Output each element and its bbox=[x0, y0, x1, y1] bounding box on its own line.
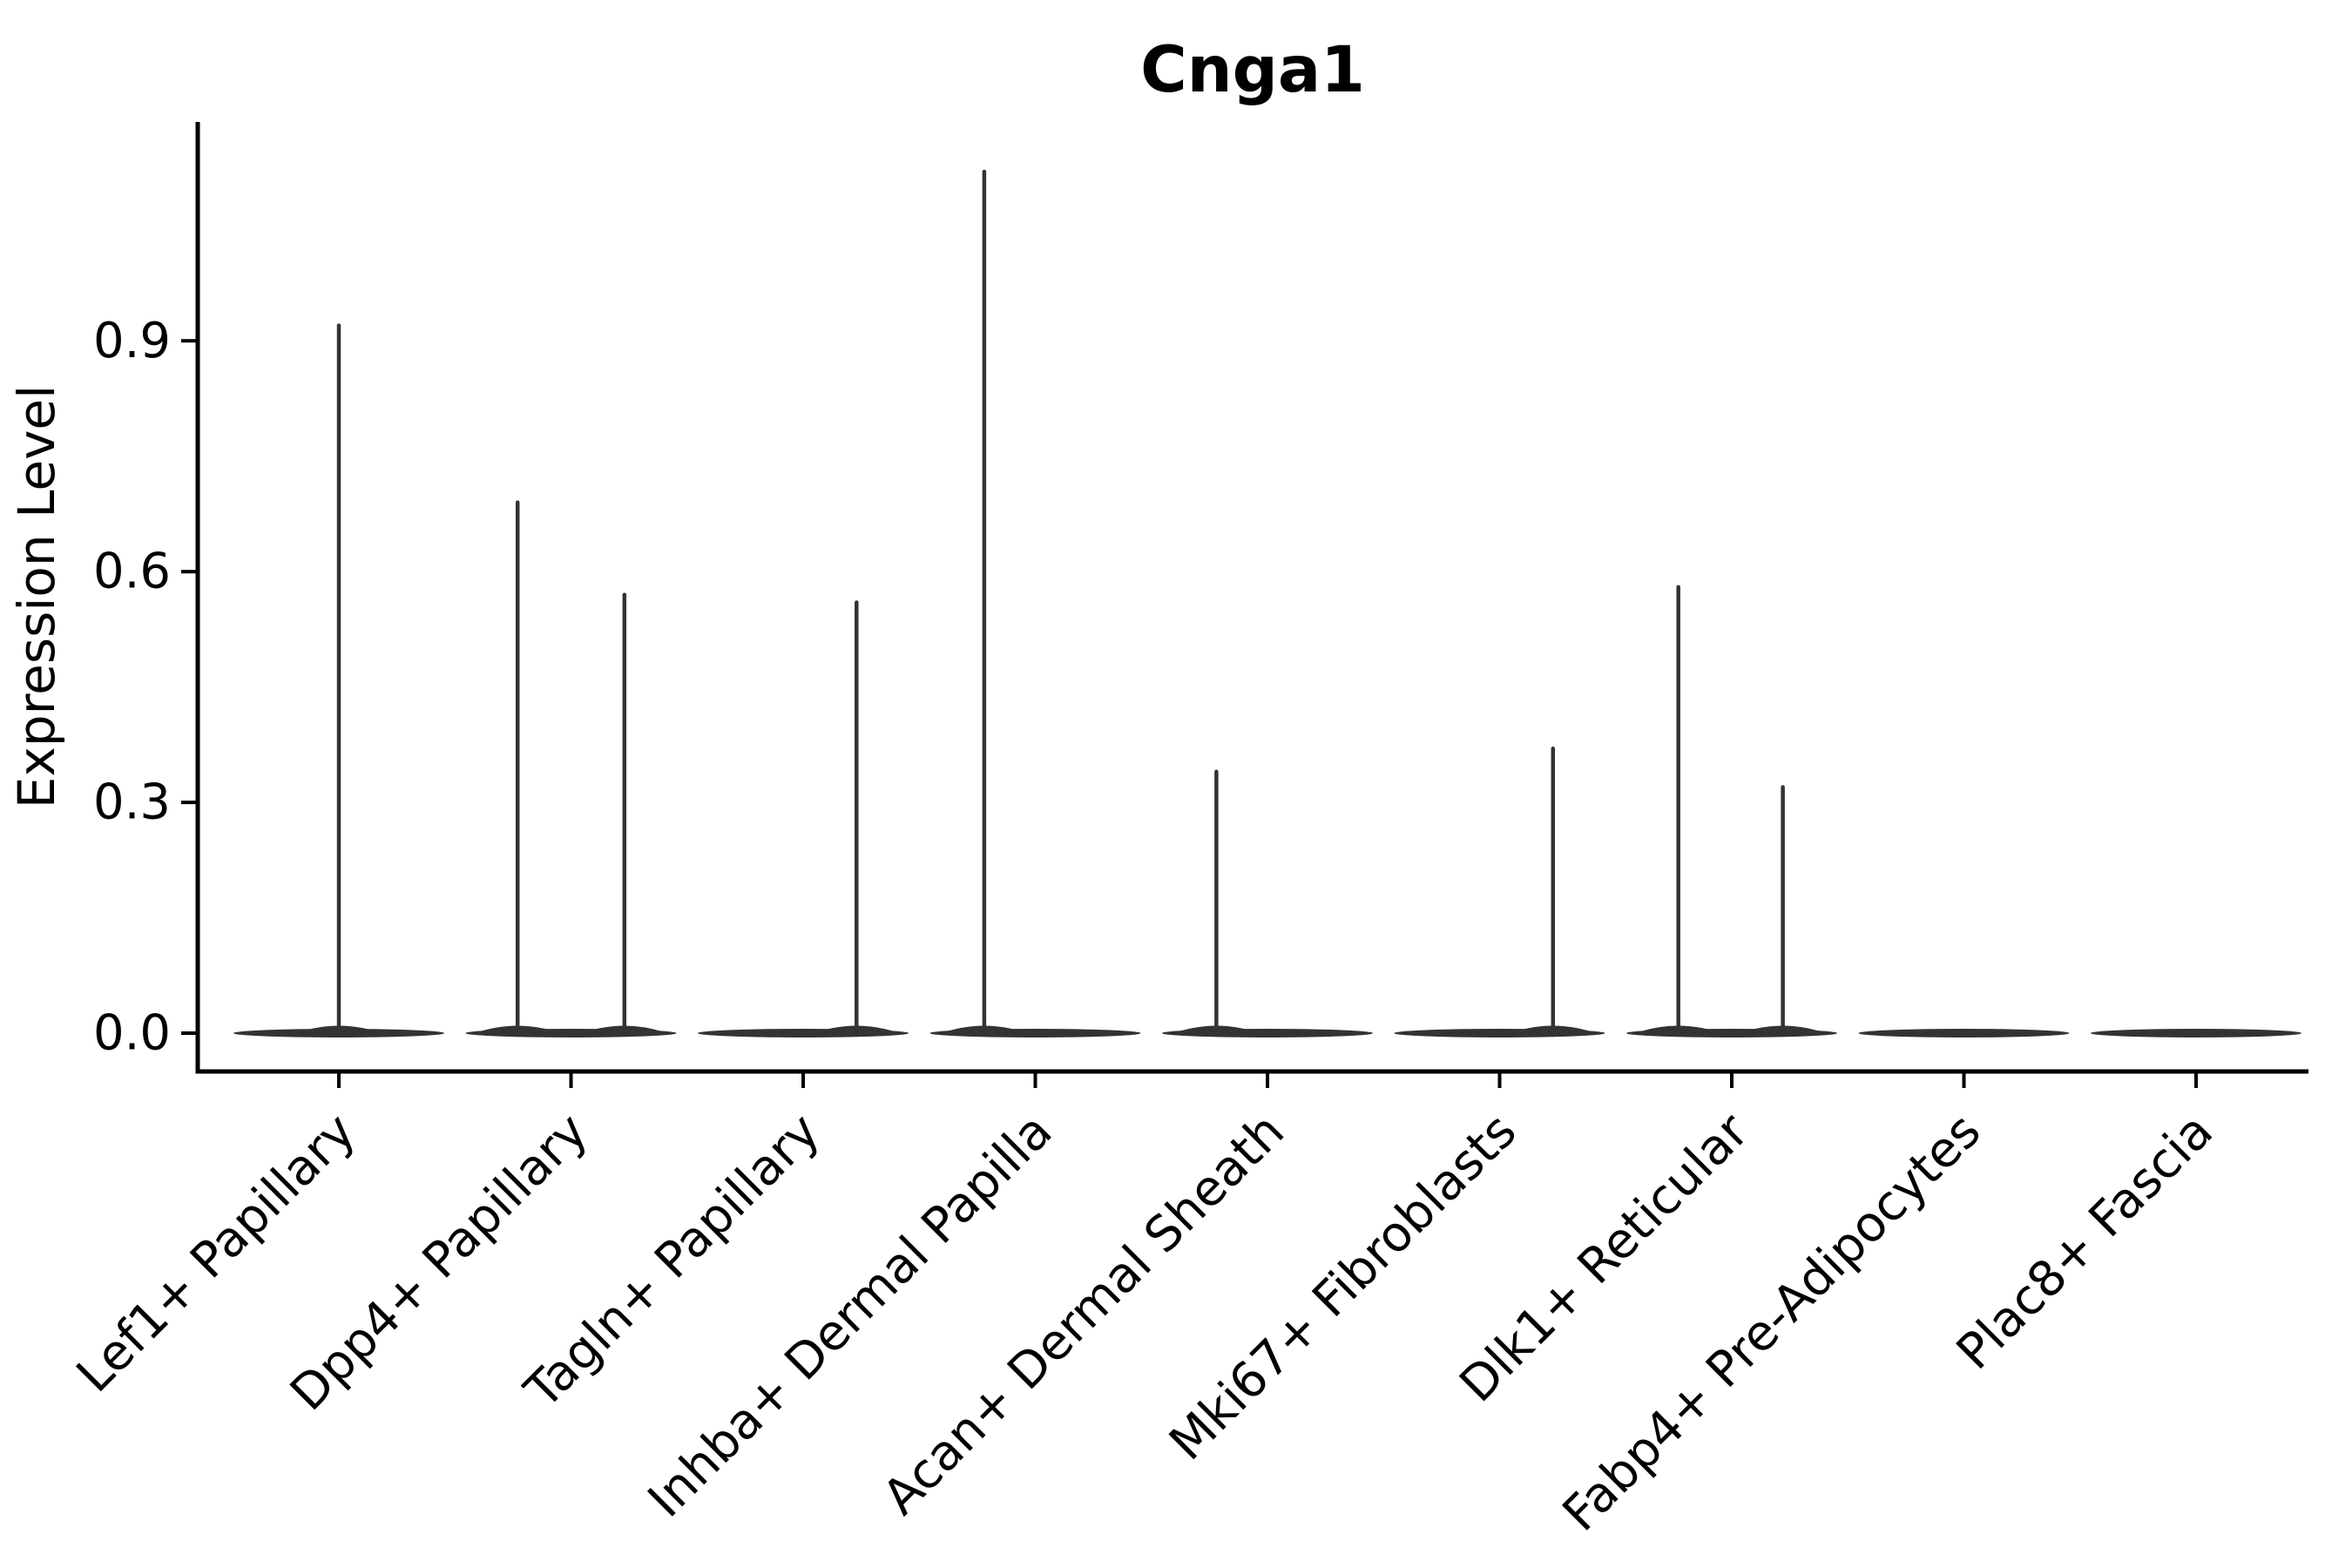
violin bbox=[929, 169, 1141, 1037]
violin bbox=[1162, 769, 1373, 1037]
violins bbox=[233, 169, 2301, 1037]
x-tick-label: Fabp4+ Pre-Adipocytes bbox=[1552, 1103, 1992, 1543]
y-tick-label: 0.6 bbox=[93, 544, 171, 600]
y-tick-label: 0.3 bbox=[93, 774, 171, 831]
y-axis-label: Expression Level bbox=[7, 385, 66, 808]
violin bbox=[2091, 1029, 2301, 1037]
y-axis-ticks: 0.0 0.3 0.6 0.9 bbox=[93, 313, 198, 1062]
violin bbox=[1858, 1029, 2070, 1037]
violin bbox=[1394, 747, 1605, 1037]
y-tick-label: 0.9 bbox=[93, 313, 171, 369]
violin bbox=[698, 600, 909, 1037]
violin bbox=[1626, 585, 1837, 1037]
x-tick-label: Acan+ Dermal Sheath bbox=[872, 1103, 1295, 1526]
x-tick-label: Inhba+ Dermal Papilla bbox=[638, 1103, 1064, 1529]
violin bbox=[233, 323, 444, 1037]
plot-title: Cnga1 bbox=[1140, 33, 1365, 107]
violin bbox=[465, 500, 677, 1037]
y-tick-label: 0.0 bbox=[93, 1005, 171, 1062]
violin-base bbox=[1858, 1029, 2070, 1037]
violin-base bbox=[2091, 1029, 2301, 1037]
